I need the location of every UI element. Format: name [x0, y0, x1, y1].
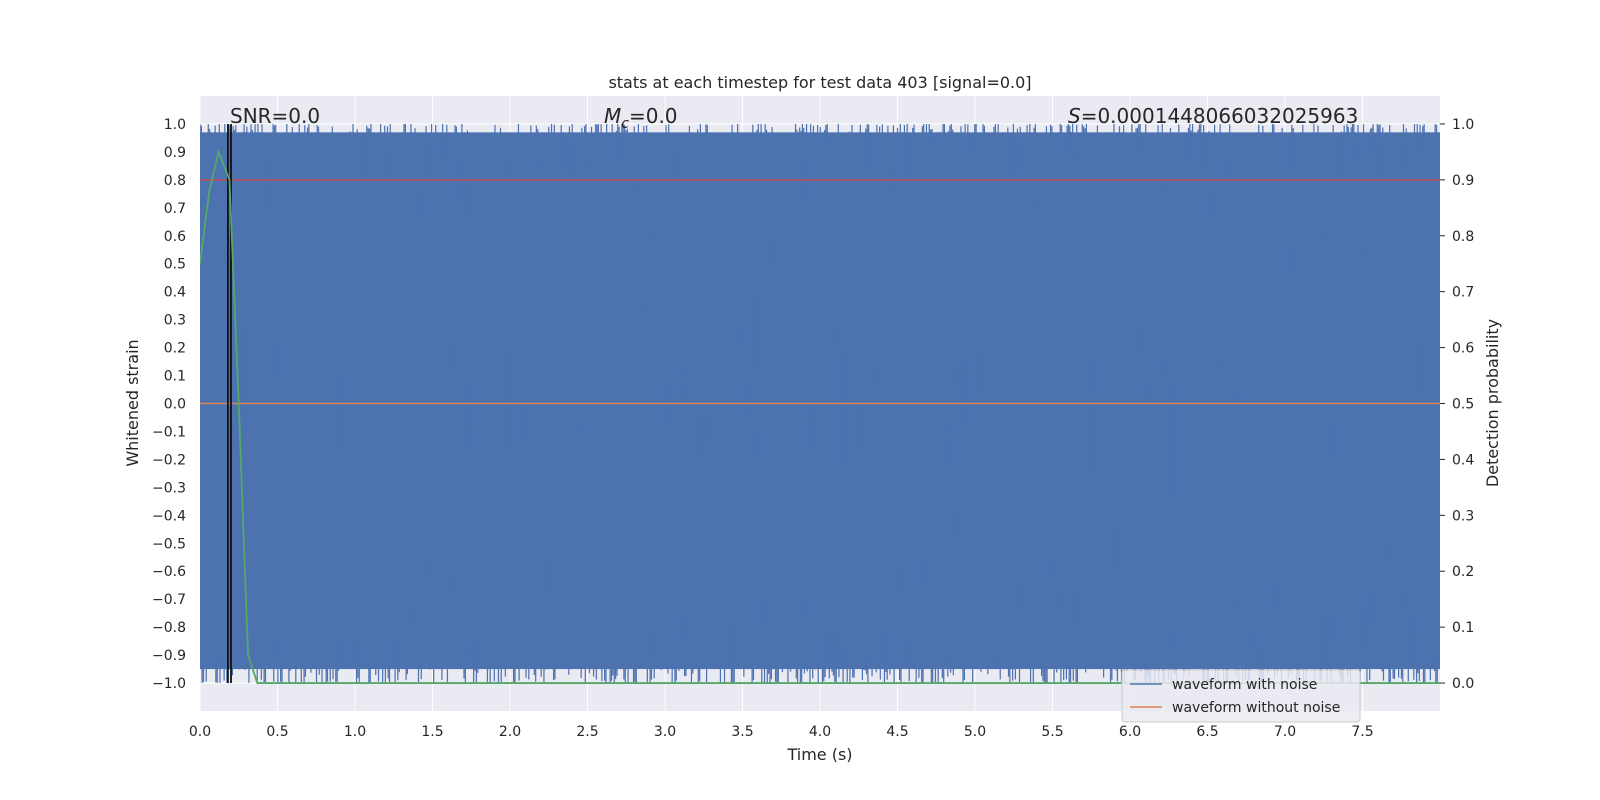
x-tick-label: 2.0 [499, 724, 521, 740]
chirp-mass-annotation: Mc=0.0 [604, 104, 678, 132]
x-tick-label: 1.0 [344, 724, 366, 740]
y2-axis-label: Detection probability [1483, 319, 1502, 487]
chart-title: stats at each timestep for test data 403… [608, 73, 1031, 92]
y2-tick-label: 1.0 [1452, 117, 1474, 133]
x-tick-label: 7.5 [1351, 724, 1373, 740]
y2-tick-label: 0.1 [1452, 620, 1474, 636]
x-tick-label: 4.0 [809, 724, 831, 740]
y2-tick-label: 0.5 [1452, 397, 1474, 413]
y-tick-label: −0.7 [152, 592, 186, 608]
y2-tick-label: 0.3 [1452, 508, 1474, 524]
s-annotation: S=0.0001448066032025963 [1068, 104, 1358, 128]
noise-waveform-line [200, 123, 1440, 684]
x-tick-label: 3.0 [654, 724, 676, 740]
y-tick-label: −0.5 [152, 536, 186, 552]
chirp-mass-subscript: c [621, 116, 629, 132]
y-tick-label: 0.6 [164, 229, 186, 245]
x-tick-label: 2.5 [576, 724, 598, 740]
y-tick-label: 0.4 [164, 285, 186, 301]
y-tick-label: −0.1 [152, 424, 186, 440]
y2-tick-label: 0.9 [1452, 173, 1474, 189]
x-tick-label: 7.0 [1274, 724, 1296, 740]
y2-tick-label: 0.6 [1452, 341, 1474, 357]
chirp-mass-symbol: M [604, 104, 621, 128]
y2-tick-label: 0.4 [1452, 452, 1474, 468]
x-tick-label: 0.5 [266, 724, 288, 740]
x-axis-ticks: 0.0 0.5 1.0 1.5 2.0 2.5 3.0 3.5 4.0 4.5 5.0 5.5 6.0 6… [189, 724, 1374, 740]
x-tick-label: 6.5 [1196, 724, 1218, 740]
x-tick-label: 5.5 [1041, 724, 1063, 740]
y2-tick-label: 0.7 [1452, 285, 1474, 301]
y-tick-label: −1.0 [152, 676, 186, 692]
x-tick-label: 3.5 [731, 724, 753, 740]
s-value: =0.0001448066032025963 [1081, 104, 1359, 128]
y-tick-label: 0.0 [164, 397, 186, 413]
y-tick-label: 0.8 [164, 173, 186, 189]
y-tick-label: 0.2 [164, 341, 186, 357]
y2-tick-label: 0.8 [1452, 229, 1474, 245]
y2-tick-label: 0.2 [1452, 564, 1474, 580]
x-axis-label: Time (s) [786, 745, 852, 764]
overlay-lines [200, 123, 1440, 684]
y-tick-label: 0.5 [164, 257, 186, 273]
chirp-mass-value: =0.0 [629, 104, 678, 128]
y-tick-label: 0.3 [164, 313, 186, 329]
y2-tick-label: 0.0 [1452, 676, 1474, 692]
y-tick-label: 0.1 [164, 369, 186, 385]
y-tick-label: −0.6 [152, 564, 186, 580]
snr-annotation: SNR=0.0 [230, 104, 320, 128]
legend-box [1121, 669, 1361, 723]
y2-axis-ticks: 1.0 0.9 0.8 0.7 0.6 0.5 0.4 0.3 0.2 0.1 0.0 [1440, 117, 1474, 692]
legend-label-noise: waveform with noise [1172, 677, 1317, 693]
legend-label-clean: waveform without noise [1172, 700, 1340, 716]
y-tick-label: −0.8 [152, 620, 186, 636]
detection-probability-line [200, 148, 1440, 684]
y-tick-label: −0.2 [152, 452, 186, 468]
y-tick-label: 0.9 [164, 145, 186, 161]
y-tick-label: 0.7 [164, 201, 186, 217]
x-tick-label: 4.5 [886, 724, 908, 740]
x-tick-label: 1.5 [421, 724, 443, 740]
legend: waveform with noise waveform without noi… [1121, 669, 1361, 723]
y-tick-label: −0.4 [152, 508, 186, 524]
x-tick-label: 6.0 [1119, 724, 1141, 740]
x-tick-label: 0.0 [189, 724, 211, 740]
s-symbol: S [1068, 104, 1081, 128]
series-waveform-with-noise [200, 123, 1440, 684]
y-tick-label: −0.9 [152, 648, 186, 664]
y-axis-label: Whitened strain [123, 339, 142, 466]
y-tick-label: −0.3 [152, 480, 186, 496]
y-tick-label: 1.0 [164, 117, 186, 133]
x-tick-label: 5.0 [964, 724, 986, 740]
y-axis-ticks: 1.0 0.9 0.8 0.7 0.6 0.5 0.4 0.3 0.2 0.1 0.0 −0.1 −0.… [152, 117, 186, 692]
